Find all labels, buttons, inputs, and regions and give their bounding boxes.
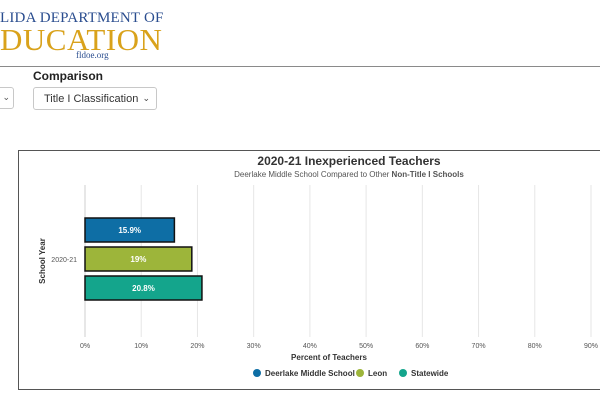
partial-select[interactable]: ⌄ — [0, 87, 14, 109]
bar — [84, 246, 193, 272]
x-tick-label: 30% — [247, 343, 261, 350]
legend-item[interactable]: Statewide — [399, 369, 449, 378]
legend-item[interactable]: Leon — [356, 369, 387, 378]
comparison-select-value: Title I Classification — [44, 93, 139, 105]
y-axis-categories: 2020-21 — [51, 257, 77, 264]
y-category-label: 2020-21 — [51, 257, 77, 264]
header-divider — [0, 66, 600, 67]
legend-marker-icon — [399, 369, 407, 377]
x-tick-label: 60% — [415, 343, 429, 350]
y-axis-title: School Year — [38, 238, 47, 284]
logo-line-2: DUCATION — [0, 22, 163, 57]
legend-marker-icon — [356, 369, 364, 377]
legend-item[interactable]: Deerlake Middle School — [253, 369, 355, 378]
x-tick-label: 0% — [80, 343, 90, 350]
chart-subtitle-emphasis: Non-Title I Schools — [392, 170, 465, 179]
bar-data-label: 19% — [130, 255, 146, 264]
comparison-label: Comparison — [33, 69, 104, 83]
x-tick-label: 90% — [584, 343, 598, 350]
chart-subtitle: Deerlake Middle School Compared to Other… — [234, 170, 464, 179]
comparison-select[interactable]: Title I Classification ⌄ — [33, 87, 157, 110]
fldoe-logo[interactable]: LIDA DEPARTMENT OF DUCATION fldoe.org — [0, 10, 163, 60]
logo-line-1: LIDA DEPARTMENT OF — [0, 10, 164, 26]
legend: Deerlake Middle School Leon Statewide — [253, 369, 449, 378]
legend-label: Statewide — [411, 369, 449, 378]
bar-data-label: 20.8% — [132, 284, 155, 293]
x-tick-label: 20% — [190, 343, 204, 350]
legend-label: Leon — [368, 369, 387, 378]
bar-series: 15.9% 19% 20.8% — [84, 217, 203, 301]
chevron-down-icon: ⌄ — [142, 93, 150, 103]
bar — [84, 275, 203, 301]
x-axis-ticks: 0% 10% 20% 30% 40% 50% 60% 70% 80% 90% — [80, 343, 598, 350]
x-tick-label: 70% — [472, 343, 486, 350]
x-tick-label: 40% — [303, 343, 317, 350]
logo-url: fldoe.org — [76, 50, 109, 60]
x-tick-label: 50% — [359, 343, 373, 350]
chart-title: 2020-21 Inexperienced Teachers — [257, 154, 441, 168]
x-tick-label: 80% — [528, 343, 542, 350]
chart-container: 2020-21 Inexperienced Teachers Deerlake … — [18, 150, 600, 390]
legend-marker-icon — [253, 369, 261, 377]
chevron-down-icon: ⌄ — [2, 92, 10, 102]
chart-subtitle-prefix: Deerlake Middle School Compared to Other — [234, 170, 391, 179]
x-axis-title: Percent of Teachers — [291, 353, 367, 362]
bar-data-label: 15.9% — [118, 226, 141, 235]
bar-chart: 2020-21 Inexperienced Teachers Deerlake … — [38, 154, 598, 378]
bar — [84, 217, 176, 243]
legend-label: Deerlake Middle School — [265, 369, 355, 378]
x-tick-label: 10% — [134, 343, 148, 350]
